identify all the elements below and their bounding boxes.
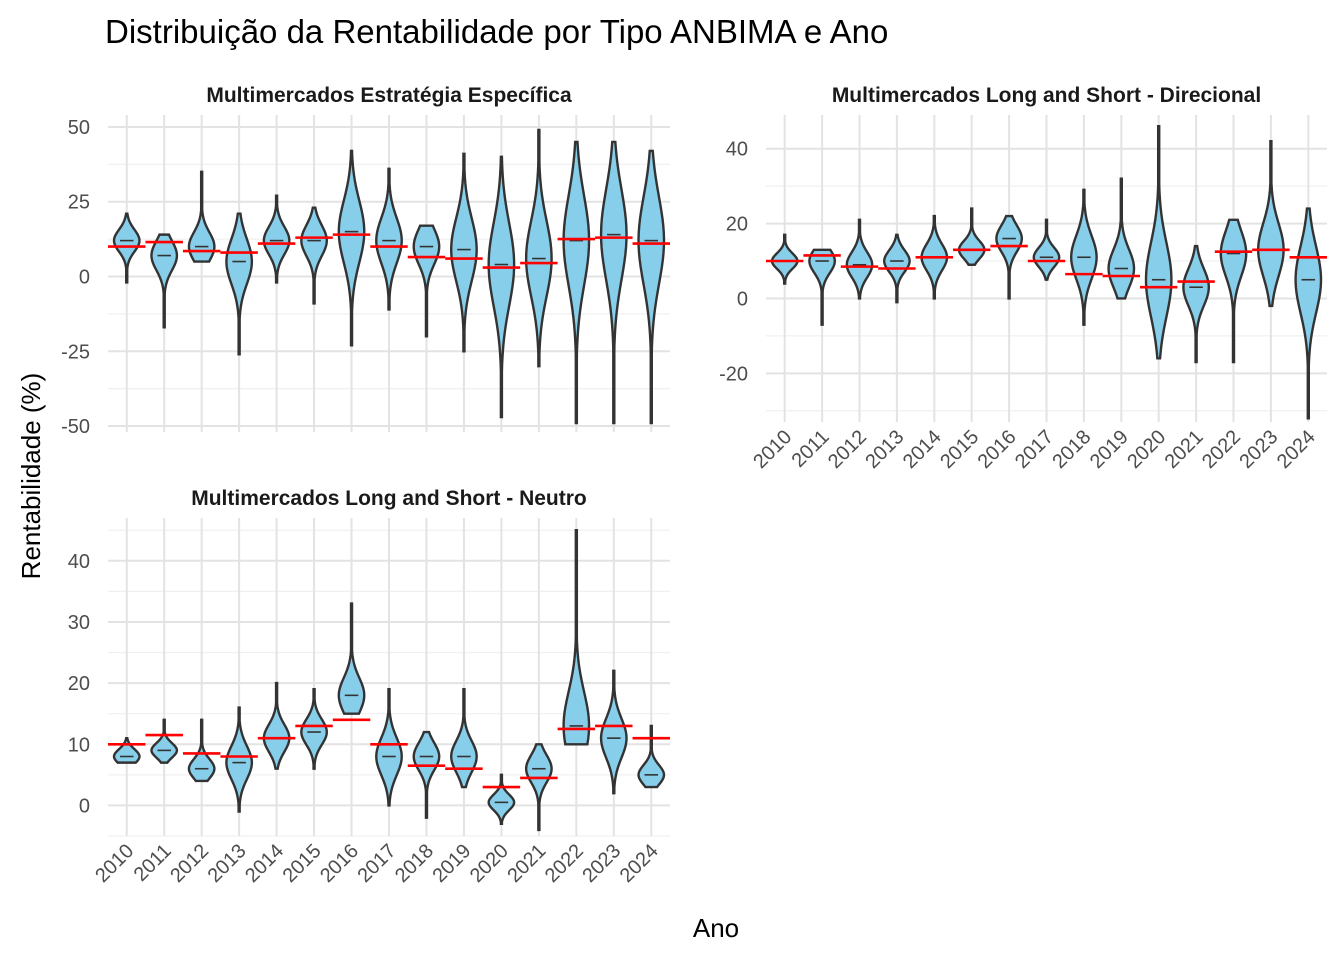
violin-2020: [487, 773, 516, 825]
violin-2019: [450, 688, 478, 789]
y-tick-label: 0: [737, 288, 748, 310]
x-tick-label: 2015: [936, 426, 983, 473]
y-tick-label: -20: [719, 363, 748, 385]
x-tick-label: 2023: [1235, 426, 1282, 473]
violin-2014: [262, 194, 291, 284]
violin-2010: [770, 233, 799, 285]
y-tick-label: 40: [68, 551, 90, 573]
y-tick-label: 50: [68, 117, 90, 139]
violin-2017: [1032, 218, 1061, 281]
facet-title: Multimercados Estratégia Específica: [206, 84, 572, 107]
x-tick-label: 2021: [1161, 426, 1208, 473]
violin-2020: [1144, 125, 1173, 360]
violin-2010: [112, 212, 141, 284]
violin-2010: [112, 736, 141, 764]
violin-2015: [300, 206, 329, 305]
violin-2024: [637, 724, 666, 789]
violin-2023: [599, 140, 628, 425]
x-tick-label: 2012: [824, 426, 871, 473]
y-tick-label: 10: [68, 734, 90, 756]
x-tick-label: 2010: [749, 426, 796, 473]
x-tick-label: 2024: [1273, 426, 1320, 473]
x-tick-label: 2022: [541, 840, 588, 887]
x-tick-label: 2020: [466, 840, 513, 887]
x-tick-label: 2018: [1048, 426, 1095, 473]
x-tick-label: 2013: [204, 840, 251, 887]
y-tick-label: 30: [68, 612, 90, 634]
violin-2024: [1294, 207, 1323, 420]
violin-2023: [599, 669, 628, 795]
violin-2015: [300, 688, 328, 770]
x-tick-label: 2021: [503, 840, 550, 887]
violin-2024: [637, 149, 666, 425]
violin-2015: [957, 207, 986, 266]
x-tick-label: 2017: [354, 840, 401, 887]
x-tick-label: 2016: [316, 840, 363, 887]
x-tick-label: 2024: [616, 840, 663, 887]
y-tick-label: 20: [726, 214, 748, 236]
violin-2016: [337, 149, 366, 347]
violin-2019: [450, 152, 478, 353]
x-tick-label: 2013: [861, 426, 908, 473]
violin-2018: [412, 730, 441, 819]
x-tick-label: 2014: [899, 426, 946, 473]
y-tick-label: 25: [68, 192, 90, 214]
x-tick-label: 2015: [279, 840, 326, 887]
x-tick-label: 2018: [391, 840, 438, 887]
y-axis-title: Rentabilidade (%): [16, 373, 46, 580]
violin-2017: [375, 167, 403, 311]
x-tick-label: 2016: [974, 426, 1021, 473]
facet-panel-2: Multimercados Long and Short - Direciona…: [719, 84, 1327, 473]
x-tick-label: 2020: [1123, 426, 1170, 473]
y-tick-label: 40: [726, 139, 748, 161]
chart-title: Distribuição da Rentabilidade por Tipo A…: [105, 13, 888, 50]
violin-2013: [225, 706, 254, 813]
x-tick-label: 2017: [1011, 426, 1058, 473]
violin-2012: [187, 170, 216, 263]
x-axis-title: Ano: [693, 913, 739, 943]
x-tick-label: 2019: [1086, 426, 1133, 473]
y-tick-label: -25: [61, 341, 90, 363]
violin-2013: [225, 212, 254, 356]
x-tick-label: 2011: [130, 840, 176, 886]
violin-2023: [1256, 140, 1285, 308]
x-tick-label: 2012: [166, 840, 213, 887]
y-tick-label: 20: [68, 673, 90, 695]
facet-panels: Multimercados Estratégia Específica -50 -2…: [61, 84, 1327, 887]
violin-2016: [337, 602, 366, 715]
violin-2021: [1182, 244, 1211, 364]
facet-panel-1: Multimercados Estratégia Específica -50 -2…: [61, 84, 670, 438]
violin-2012: [187, 718, 216, 783]
violin-2020: [487, 155, 516, 419]
facet-title: Multimercados Long and Short - Neutro: [191, 487, 587, 510]
facet-panel-3: Multimercados Long and Short - Neutro 0 10…: [68, 487, 670, 887]
y-tick-label: -50: [61, 416, 90, 438]
violin-2022: [562, 140, 591, 425]
violin-2012: [845, 218, 874, 300]
violin-2018: [412, 224, 441, 338]
x-tick-label: 2023: [578, 840, 625, 887]
violin-2019: [1107, 177, 1136, 300]
facet-title: Multimercados Long and Short - Direciona…: [832, 84, 1261, 107]
violin-2022: [562, 529, 591, 746]
violin-2017: [375, 688, 403, 807]
violin-2016: [995, 214, 1024, 300]
x-tick-label: 2014: [241, 840, 288, 887]
violin-2021: [524, 743, 553, 832]
x-tick-label: 2022: [1198, 426, 1245, 473]
violin-2022: [1219, 218, 1248, 364]
violin-2011: [150, 718, 179, 764]
x-tick-label: 2011: [788, 426, 834, 472]
x-tick-label: 2010: [91, 840, 138, 887]
violin-2011: [808, 248, 837, 326]
y-tick-label: 0: [79, 795, 90, 817]
violin-2021: [524, 128, 553, 368]
y-tick-label: 0: [79, 266, 90, 288]
x-tick-label: 2019: [428, 840, 475, 887]
violin-2011: [150, 233, 179, 329]
violin-2014: [262, 681, 291, 770]
